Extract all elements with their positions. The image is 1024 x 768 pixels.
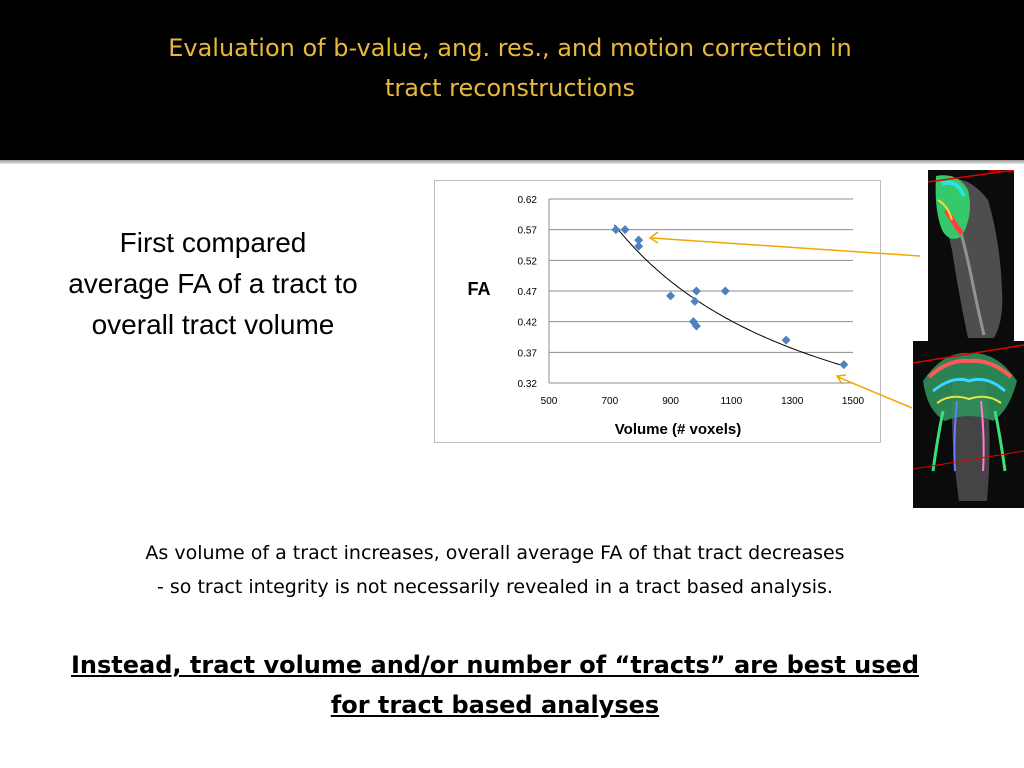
data-point — [634, 241, 644, 251]
data-point — [688, 317, 698, 327]
trendline — [614, 224, 843, 366]
data-point — [781, 335, 791, 345]
tractography-image-top — [928, 170, 1014, 342]
conclusion-text: Instead, tract volume and/or number of “… — [30, 645, 960, 725]
conclusion-line: for tract based analyses — [330, 691, 660, 719]
data-point — [839, 360, 849, 370]
data-point — [720, 286, 730, 296]
tractography-image-bottom — [913, 341, 1024, 508]
data-point — [634, 235, 644, 245]
x-tick-label: 1300 — [781, 396, 804, 407]
grid-layer — [549, 198, 853, 384]
data-point — [690, 296, 700, 306]
data-point — [666, 291, 676, 301]
title-bar — [0, 0, 1024, 160]
data-point — [620, 225, 630, 235]
data-point — [611, 225, 621, 235]
x-tick-label: 900 — [662, 396, 679, 407]
observation-line: - so tract integrity is not necessarily … — [157, 576, 833, 598]
slide-title-line: tract reconstructions — [384, 74, 636, 102]
tractography-top-svg — [928, 170, 1014, 342]
data-point — [691, 321, 701, 331]
y-tick-label: 0.32 — [518, 379, 538, 390]
intro-line: average FA of a tract to — [68, 268, 358, 299]
x-tick-label: 700 — [601, 396, 618, 407]
intro-line: First compared — [119, 227, 307, 258]
y-axis-label: FA — [467, 279, 490, 299]
scatter-chart: 0.62 0.57 0.52 0.47 0.42 0.37 0.32 500 700 900 110… — [434, 180, 881, 443]
tractography-bottom-svg — [913, 341, 1024, 508]
x-tick-label: 1100 — [721, 396, 743, 407]
slide-title-line: Evaluation of b-value, ang. res., and mo… — [168, 34, 852, 62]
y-tick-label: 0.37 — [518, 348, 538, 359]
x-tick-label: 1500 — [842, 396, 865, 407]
intro-line: overall tract volume — [91, 309, 335, 340]
y-tick-label: 0.47 — [518, 287, 538, 298]
observation-text: As volume of a tract increases, overall … — [30, 536, 960, 604]
slide-title: Evaluation of b-value, ang. res., and mo… — [60, 28, 960, 108]
y-tick-label: 0.62 — [518, 195, 538, 206]
x-tick-label: 500 — [541, 396, 558, 407]
points-layer — [611, 225, 849, 370]
observation-line: As volume of a tract increases, overall … — [145, 542, 845, 564]
y-tick-label: 0.52 — [518, 256, 538, 267]
x-axis-label: Volume (# voxels) — [615, 421, 741, 438]
header-divider — [0, 160, 1024, 164]
conclusion-line: Instead, tract volume and/or number of “… — [70, 651, 919, 679]
data-point — [691, 286, 701, 296]
intro-text: First compared average FA of a tract to … — [20, 222, 406, 345]
y-tick-label: 0.42 — [518, 318, 538, 329]
y-tick-label: 0.57 — [518, 226, 538, 237]
